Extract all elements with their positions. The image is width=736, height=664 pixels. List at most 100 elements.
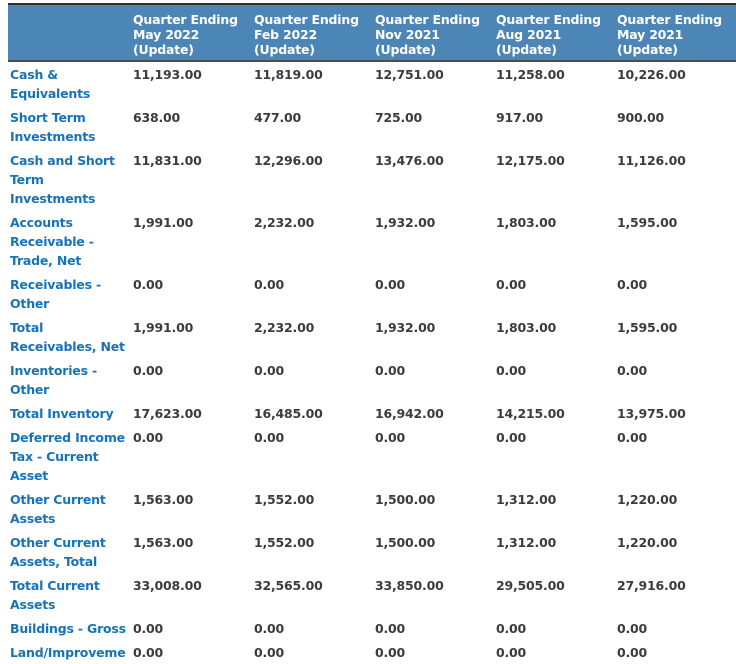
row-label: Cash and Short Term Investments — [10, 153, 115, 206]
value-cell: 0.00 — [617, 430, 648, 445]
row-label: Buildings - Gross — [10, 621, 126, 636]
value-cell: 0.00 — [617, 645, 648, 660]
value-cell: 0.00 — [496, 363, 527, 378]
table-row: Short Term Investments 638.00 477.00 725.00… — [8, 105, 736, 148]
value-cell: 33,850.00 — [375, 578, 444, 593]
column-header: Quarter Ending Aug 2021 (Update) — [494, 3, 615, 62]
table-row: Inventories - Other 0.00 0.00 0.00 0.00 0.00 — [8, 358, 736, 401]
value-cell: 16,942.00 — [375, 406, 444, 421]
value-cell: 0.00 — [375, 621, 406, 636]
row-label: Land/Improveme — [10, 645, 126, 660]
value-cell: 0.00 — [496, 645, 527, 660]
table-row: Total Current Assets 33,008.00 32,565.00 33… — [8, 573, 736, 616]
row-label: Deferred Income Tax - Current Asset — [10, 430, 125, 483]
value-cell: 0.00 — [254, 363, 285, 378]
value-cell: 11,258.00 — [496, 67, 565, 82]
table-row: Cash and Short Term Investments 11,831.00… — [8, 148, 736, 210]
row-label: Other Current Assets, Total — [10, 535, 106, 569]
value-cell: 0.00 — [375, 645, 406, 660]
value-cell: 11,831.00 — [133, 153, 202, 168]
value-cell: 17,623.00 — [133, 406, 202, 421]
corner-cell — [8, 3, 131, 62]
value-cell: 1,932.00 — [375, 215, 436, 230]
table-row: Total Receivables, Net 1,991.00 2,232.00 1,… — [8, 315, 736, 358]
value-cell: 12,296.00 — [254, 153, 323, 168]
row-label: Other Current Assets — [10, 492, 106, 526]
value-cell: 0.00 — [617, 363, 648, 378]
value-cell: 0.00 — [496, 621, 527, 636]
row-label: Total Receivables, Net — [10, 320, 125, 354]
value-cell: 12,175.00 — [496, 153, 565, 168]
table-row: Other Current Assets 1,563.00 1,552.00 1,50… — [8, 487, 736, 530]
value-cell: 0.00 — [617, 277, 648, 292]
table-row: Other Current Assets, Total 1,563.00 1,552… — [8, 530, 736, 573]
value-cell: 29,505.00 — [496, 578, 565, 593]
row-label: Short Term Investments — [10, 110, 96, 144]
value-cell: 1,220.00 — [617, 535, 678, 550]
value-cell: 27,916.00 — [617, 578, 686, 593]
value-cell: 0.00 — [254, 645, 285, 660]
value-cell: 917.00 — [496, 110, 544, 125]
value-cell: 14,215.00 — [496, 406, 565, 421]
row-label: Receivables - Other — [10, 277, 101, 311]
value-cell: 0.00 — [133, 645, 164, 660]
value-cell: 1,312.00 — [496, 492, 557, 507]
column-header: Quarter Ending Nov 2021 (Update) — [373, 3, 494, 62]
value-cell: 11,819.00 — [254, 67, 323, 82]
value-cell: 32,565.00 — [254, 578, 323, 593]
value-cell: 0.00 — [254, 430, 285, 445]
value-cell: 11,126.00 — [617, 153, 686, 168]
value-cell: 1,563.00 — [133, 535, 194, 550]
value-cell: 900.00 — [617, 110, 665, 125]
value-cell: 1,932.00 — [375, 320, 436, 335]
value-cell: 638.00 — [133, 110, 181, 125]
value-cell: 2,232.00 — [254, 320, 315, 335]
table-row: Land/Improveme 0.00 0.00 0.00 0.00 0.00 — [8, 640, 736, 664]
value-cell: 0.00 — [254, 277, 285, 292]
value-cell: 13,975.00 — [617, 406, 686, 421]
value-cell: 1,803.00 — [496, 215, 557, 230]
value-cell: 11,193.00 — [133, 67, 202, 82]
table-row: Deferred Income Tax - Current Asset 0.00 0… — [8, 425, 736, 487]
row-label: Cash & Equivalents — [10, 67, 91, 101]
row-label: Accounts Receivable - Trade, Net — [10, 215, 94, 268]
value-cell: 13,476.00 — [375, 153, 444, 168]
table-row: Total Inventory 17,623.00 16,485.00 16,942.… — [8, 401, 736, 425]
value-cell: 725.00 — [375, 110, 423, 125]
value-cell: 1,500.00 — [375, 535, 436, 550]
table-body: Cash & Equivalents 11,193.00 11,819.00 12,7… — [8, 61, 736, 664]
quarterly-financials-table: Quarter Ending May 2022 (Update) Quarter … — [8, 3, 736, 664]
value-cell: 2,232.00 — [254, 215, 315, 230]
column-header: Quarter Ending Feb 2022 (Update) — [252, 3, 373, 62]
value-cell: 0.00 — [133, 621, 164, 636]
value-cell: 10,226.00 — [617, 67, 686, 82]
row-label: Total Inventory — [10, 406, 114, 421]
value-cell: 0.00 — [617, 621, 648, 636]
value-cell: 477.00 — [254, 110, 302, 125]
value-cell: 1,552.00 — [254, 492, 315, 507]
row-label: Total Current Assets — [10, 578, 100, 612]
value-cell: 0.00 — [375, 430, 406, 445]
value-cell: 1,991.00 — [133, 215, 194, 230]
table-row: Receivables - Other 0.00 0.00 0.00 0.00 0.00 — [8, 272, 736, 315]
table-row: Cash & Equivalents 11,193.00 11,819.00 12,7… — [8, 61, 736, 105]
column-header: Quarter Ending May 2021 (Update) — [615, 3, 736, 62]
value-cell: 0.00 — [133, 277, 164, 292]
value-cell: 0.00 — [133, 363, 164, 378]
value-cell: 0.00 — [496, 430, 527, 445]
row-label: Inventories - Other — [10, 363, 97, 397]
value-cell: 12,751.00 — [375, 67, 444, 82]
value-cell: 1,991.00 — [133, 320, 194, 335]
value-cell: 1,803.00 — [496, 320, 557, 335]
value-cell: 0.00 — [254, 621, 285, 636]
value-cell: 1,220.00 — [617, 492, 678, 507]
table-row: Buildings - Gross 0.00 0.00 0.00 0.00 0.00 — [8, 616, 736, 640]
value-cell: 0.00 — [375, 363, 406, 378]
value-cell: 1,595.00 — [617, 215, 678, 230]
value-cell: 0.00 — [375, 277, 406, 292]
value-cell: 1,312.00 — [496, 535, 557, 550]
value-cell: 16,485.00 — [254, 406, 323, 421]
value-cell: 0.00 — [133, 430, 164, 445]
column-header: Quarter Ending May 2022 (Update) — [131, 3, 252, 62]
value-cell: 1,563.00 — [133, 492, 194, 507]
